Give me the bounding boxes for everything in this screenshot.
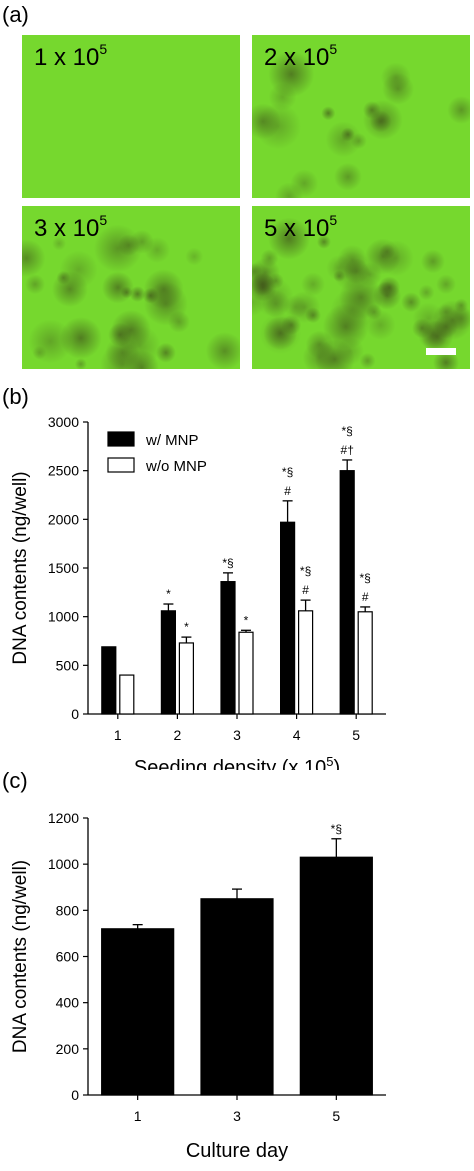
y-tick-label: 2000 bbox=[48, 511, 79, 527]
y-tick-label: 1500 bbox=[48, 560, 79, 576]
legend-label: w/ MNP bbox=[145, 432, 199, 449]
legend-swatch bbox=[107, 431, 135, 447]
significance-label: #† bbox=[341, 443, 354, 457]
bar bbox=[101, 646, 117, 715]
bar bbox=[101, 928, 175, 1096]
x-tick-label: 1 bbox=[134, 1108, 142, 1124]
x-tick-label: 4 bbox=[293, 727, 301, 743]
x-tick-label: 5 bbox=[332, 1108, 340, 1124]
y-tick-label: 600 bbox=[56, 949, 80, 965]
y-tick-label: 1200 bbox=[48, 810, 79, 826]
y-tick-label: 2500 bbox=[48, 463, 79, 479]
y-tick-label: 800 bbox=[56, 902, 80, 918]
y-tick-label: 200 bbox=[56, 1041, 80, 1057]
caption-exponent: 5 bbox=[99, 212, 108, 228]
y-tick-label: 400 bbox=[56, 995, 80, 1011]
x-tick-label: 3 bbox=[233, 1108, 241, 1124]
x-tick-label: 1 bbox=[114, 727, 122, 743]
micrograph-caption: 5 x 105 bbox=[264, 212, 338, 243]
y-tick-label: 500 bbox=[56, 657, 80, 673]
significance-label: *§ bbox=[360, 571, 371, 585]
bar bbox=[357, 611, 373, 715]
scale-bar bbox=[426, 348, 456, 355]
micrograph-2: 2 x 105 bbox=[252, 35, 470, 198]
significance-label: *§ bbox=[222, 556, 233, 570]
chart-c: 0 200 400 600 800 1000 1200 1 3 5 *§ DNA contents (… bbox=[10, 810, 386, 1162]
panel-c-label: (c) bbox=[2, 768, 28, 793]
caption-exponent: 5 bbox=[329, 212, 338, 228]
significance-label: *§ bbox=[331, 822, 342, 836]
bar bbox=[298, 610, 314, 715]
bar bbox=[299, 856, 373, 1096]
caption-base: 3 x 10 bbox=[34, 215, 100, 242]
x-axis-title: Seeding density (x 105) bbox=[134, 754, 340, 770]
micrograph-caption: 1 x 105 bbox=[34, 41, 108, 72]
y-axis-title: DNA contents (ng/well) bbox=[10, 471, 31, 664]
panel-a-label: (a) bbox=[2, 2, 29, 27]
significance-label: # bbox=[284, 484, 291, 498]
chart-b: 0 500 1000 1500 2000 2500 3000 1 2 3 4 5 * *§ # *§ #† *§ *… bbox=[10, 414, 386, 770]
micrograph-4: 5 x 105 bbox=[252, 206, 470, 369]
significance-label: * bbox=[166, 587, 171, 601]
caption-exponent: 5 bbox=[329, 41, 338, 57]
caption-base: 5 x 10 bbox=[264, 215, 330, 242]
micrograph-caption: 3 x 105 bbox=[34, 212, 108, 243]
y-tick-label: 1000 bbox=[48, 609, 79, 625]
significance-label: * bbox=[244, 613, 249, 627]
bar bbox=[220, 581, 236, 715]
y-axis-title: DNA contents (ng/well) bbox=[10, 860, 31, 1053]
caption-exponent: 5 bbox=[99, 41, 108, 57]
y-tick-label: 0 bbox=[71, 1087, 79, 1103]
caption-base: 2 x 10 bbox=[264, 44, 330, 71]
bar bbox=[238, 631, 254, 715]
bar bbox=[178, 642, 194, 715]
x-axis-title-exponent: 5 bbox=[326, 754, 333, 769]
y-tick-label: 3000 bbox=[48, 414, 79, 430]
bar bbox=[200, 898, 274, 1096]
panel-b-label: (b) bbox=[2, 384, 29, 409]
significance-label: *§ bbox=[300, 564, 311, 578]
x-tick-label: 5 bbox=[352, 727, 360, 743]
micrograph-3: 3 x 105 bbox=[22, 206, 240, 369]
x-axis-title-base: Seeding density (x 10 bbox=[134, 757, 326, 770]
y-tick-label: 0 bbox=[71, 706, 79, 722]
legend-label: w/o MNP bbox=[145, 458, 207, 475]
micrograph-caption: 2 x 105 bbox=[264, 41, 338, 72]
significance-label: * bbox=[184, 620, 189, 634]
significance-label: *§ bbox=[282, 465, 293, 479]
significance-label: # bbox=[362, 590, 369, 604]
significance-label: # bbox=[302, 583, 309, 597]
caption-base: 1 x 10 bbox=[34, 44, 100, 71]
bar bbox=[339, 470, 355, 715]
bar bbox=[280, 521, 296, 715]
x-axis-title: Culture day bbox=[186, 1140, 288, 1162]
micrograph-1: 1 x 105 bbox=[22, 35, 240, 198]
bar bbox=[119, 674, 135, 715]
bar bbox=[160, 610, 176, 715]
x-axis-title-end: ) bbox=[333, 757, 340, 770]
x-tick-label: 2 bbox=[174, 727, 182, 743]
x-tick-label: 3 bbox=[233, 727, 241, 743]
y-tick-label: 1000 bbox=[48, 856, 79, 872]
significance-label: *§ bbox=[342, 424, 353, 438]
legend-swatch bbox=[107, 457, 135, 473]
